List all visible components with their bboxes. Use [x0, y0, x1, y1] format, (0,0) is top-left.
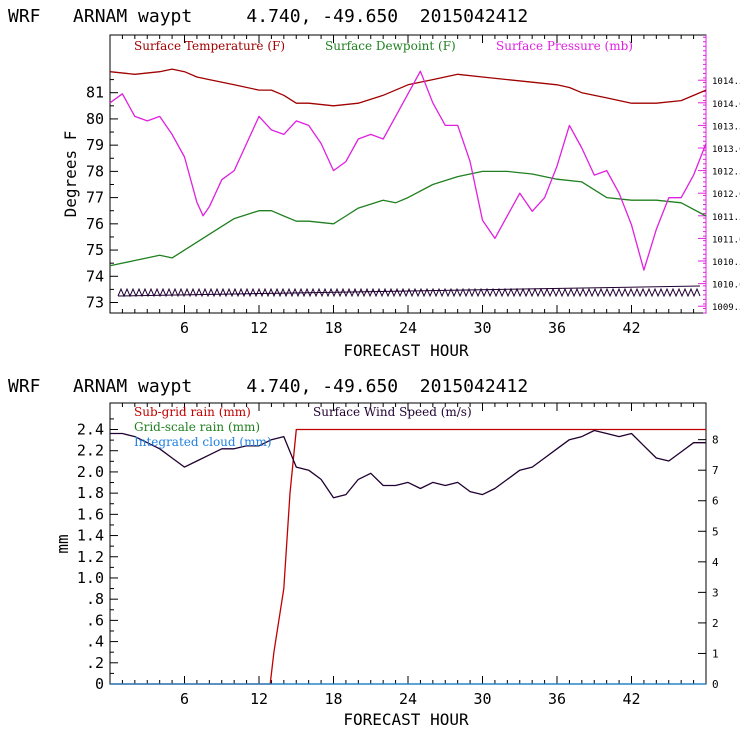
y-tick-label: 81: [86, 84, 104, 102]
right-y-tick-label: 1013.0: [712, 145, 740, 155]
x-tick-label: 30: [473, 690, 491, 708]
x-tick-label: 18: [324, 319, 342, 337]
x-tick-label: 42: [622, 319, 640, 337]
y-tick-label: .6: [86, 611, 104, 629]
wind-speed-line: [110, 429, 706, 499]
x-tick-label: 42: [622, 690, 640, 708]
right-y-tick-label: 1010.5: [712, 258, 740, 268]
right-y-tick-label: 8: [712, 434, 719, 447]
series-group: [110, 428, 706, 685]
right-y-tick-label: 1013.5: [712, 122, 740, 132]
legend-item-integrated-cloud: Integrated cloud (mm): [134, 435, 272, 449]
y-tick-label: 2.0: [77, 463, 104, 481]
right-y-tick-label: 0: [712, 678, 719, 691]
right-y-tick-label: 2: [712, 617, 719, 630]
right-y-tick-label: 1014.0: [712, 100, 740, 110]
y-tick-label: 1.0: [77, 569, 104, 587]
y-tick-label: 77: [86, 189, 104, 207]
right-y-tick-label: 1010.0: [712, 281, 740, 291]
legend-item-wind-speed: Surface Wind Speed (m/s): [313, 405, 472, 419]
y-tick-label: 1.4: [77, 527, 104, 545]
x-axis-ticks: 6 12 18 24 30 36 42: [121, 35, 695, 337]
x-tick-label: 36: [548, 319, 566, 337]
legend-item-subgrid-rain: Sub-grid rain (mm): [134, 405, 251, 419]
right-y-axis-ticks: 1009.5 1010.0 1010.5 1011.0 1011.5 1012.0 1012…: [698, 36, 740, 314]
right-y-tick-label: 1009.5: [712, 303, 740, 313]
x-tick-label: 24: [399, 690, 417, 708]
right-y-tick-label: 5: [712, 525, 719, 538]
y-tick-label: 76: [86, 215, 104, 233]
right-y-tick-label: 1012.0: [712, 190, 740, 200]
legend-item-dewpoint: Surface Dewpoint (F): [325, 39, 456, 53]
y-tick-label: 74: [86, 267, 104, 285]
y-axis-ticks: 73 74 75 76 77 78 79 80 81: [86, 79, 118, 312]
x-tick-label: 12: [250, 319, 268, 337]
right-y-tick-label: 3: [712, 586, 719, 599]
y-axis-ticks: 0 .2 .4 .6 .8 1.0 1.2 1.4 1.6 1.8 2.0 2.2 2.4: [77, 418, 118, 693]
x-axis-label: FORECAST HOUR: [343, 341, 469, 360]
x-tick-label: 6: [180, 319, 189, 337]
legend-item-temperature: Surface Temperature (F): [134, 39, 285, 53]
legend-item-gridscale-rain: Grid-scale rain (mm): [134, 420, 260, 434]
y-tick-label: .8: [86, 590, 104, 608]
right-y-tick-label: 6: [712, 495, 719, 508]
right-y-tick-label: 7: [712, 464, 719, 477]
temperature-line: [109, 68, 707, 107]
y-tick-label: 78: [86, 162, 104, 180]
chart-title: WRF ARNAM waypt 4.740, -49.650 201504241…: [8, 6, 528, 27]
y-tick-label: 1.6: [77, 505, 104, 523]
right-y-tick-label: 1014.5: [712, 77, 740, 87]
right-y-tick-label: 1012.5: [712, 168, 740, 178]
legend: Surface Temperature (F) Surface Dewpoint…: [134, 39, 633, 53]
y-tick-label: 80: [86, 110, 104, 128]
y-tick-label: 75: [86, 241, 104, 259]
y-tick-label: 2.4: [77, 421, 104, 439]
right-y-axis-ticks: 0 1 2 3 4 5 6 7 8: [698, 434, 719, 691]
right-y-tick-label: 1: [712, 647, 719, 660]
y-tick-label: 73: [86, 294, 104, 312]
y-tick-label: 1.2: [77, 548, 104, 566]
x-tick-label: 36: [548, 690, 566, 708]
legend: Sub-grid rain (mm) Grid-scale rain (mm) …: [134, 405, 472, 449]
y-tick-label: 2.2: [77, 442, 104, 460]
legend-item-pressure: Surface Pressure (mb): [496, 39, 633, 53]
x-tick-label: 30: [473, 319, 491, 337]
x-tick-label: 18: [324, 690, 342, 708]
x-tick-label: 24: [399, 319, 417, 337]
x-axis-ticks: 6 12 18 24 30 36 42: [121, 403, 695, 708]
precipitation-chart: WRF ARNAM waypt 4.740, -49.650 201504241…: [8, 376, 719, 729]
pressure-line: [109, 70, 707, 271]
temperature-chart: WRF ARNAM waypt 4.740, -49.650 201504241…: [8, 6, 740, 360]
dewpoint-line: [109, 170, 707, 267]
wind-barbs-baseline: [117, 285, 701, 297]
right-y-tick-label: 1011.5: [712, 213, 740, 223]
series-group: [109, 68, 707, 271]
y-tick-label: 79: [86, 136, 104, 154]
wind-barbs-row: [117, 285, 701, 298]
right-y-tick-label: 1011.0: [712, 235, 740, 245]
x-tick-label: 6: [180, 690, 189, 708]
y-tick-label: 0: [95, 675, 104, 693]
x-axis-label: FORECAST HOUR: [343, 710, 469, 729]
y-tick-label: .2: [86, 654, 104, 672]
y-tick-label: .4: [86, 633, 104, 651]
wind-barbs: [117, 287, 701, 298]
chart-title: WRF ARNAM waypt 4.740, -49.650 201504241…: [8, 376, 528, 397]
x-tick-label: 12: [250, 690, 268, 708]
right-y-tick-label: 4: [712, 556, 719, 569]
y-axis-label: mm: [53, 534, 72, 553]
y-axis-label: Degrees F: [61, 131, 80, 218]
y-tick-label: 1.8: [77, 484, 104, 502]
